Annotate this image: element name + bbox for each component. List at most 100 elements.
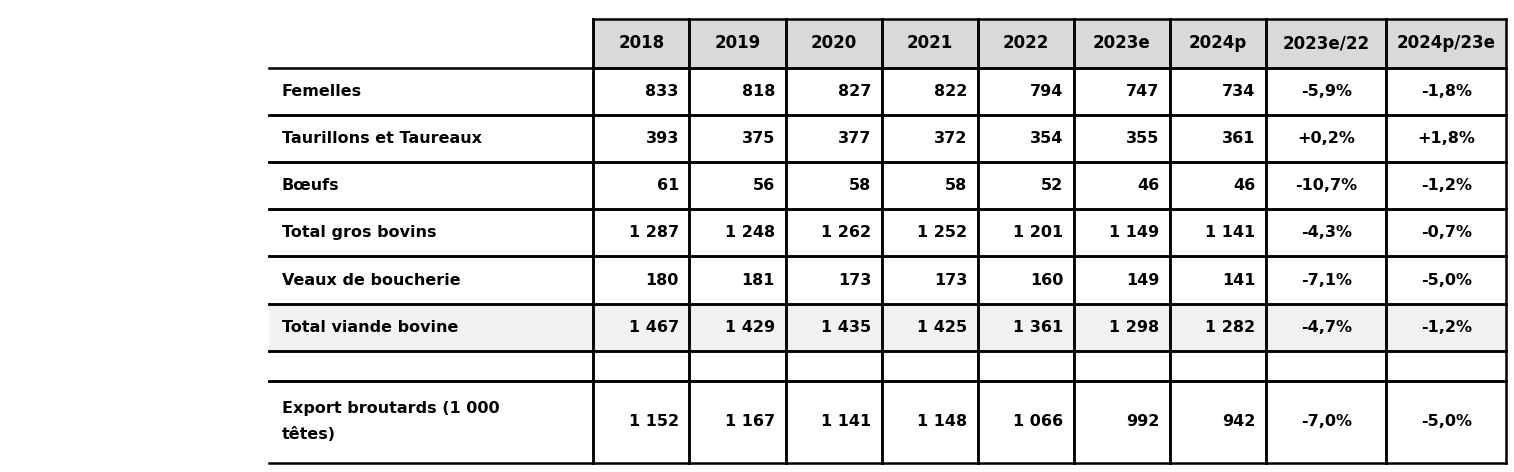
Text: 818: 818 xyxy=(742,84,775,99)
Text: 181: 181 xyxy=(742,272,775,287)
Bar xyxy=(593,351,689,380)
Bar xyxy=(1266,210,1387,256)
Text: 822: 822 xyxy=(934,84,967,99)
Bar xyxy=(1266,256,1387,303)
Bar xyxy=(269,210,593,256)
Bar xyxy=(978,351,1073,380)
Text: 1 429: 1 429 xyxy=(725,320,775,335)
Bar xyxy=(978,210,1073,256)
Text: -5,0%: -5,0% xyxy=(1420,414,1472,429)
Bar xyxy=(1266,303,1387,351)
Bar xyxy=(978,115,1073,162)
Bar xyxy=(1266,380,1387,463)
Bar xyxy=(1170,19,1266,68)
Bar xyxy=(1387,380,1506,463)
Bar xyxy=(689,19,786,68)
Text: 1 467: 1 467 xyxy=(628,320,678,335)
Text: -0,7%: -0,7% xyxy=(1420,226,1472,240)
Bar xyxy=(786,351,881,380)
Text: 1 435: 1 435 xyxy=(821,320,871,335)
Bar xyxy=(593,115,689,162)
Bar xyxy=(269,162,593,210)
Text: 1 287: 1 287 xyxy=(628,226,678,240)
Bar xyxy=(881,303,978,351)
Bar xyxy=(1073,162,1170,210)
Text: 1 248: 1 248 xyxy=(725,226,775,240)
Text: 141: 141 xyxy=(1222,272,1255,287)
Bar xyxy=(1170,210,1266,256)
Text: 372: 372 xyxy=(934,131,967,146)
Bar xyxy=(1170,351,1266,380)
Text: 377: 377 xyxy=(837,131,871,146)
Text: 1 152: 1 152 xyxy=(628,414,678,429)
Bar xyxy=(786,19,881,68)
Text: 173: 173 xyxy=(837,272,871,287)
Bar xyxy=(593,256,689,303)
Text: 58: 58 xyxy=(849,178,871,194)
Text: 1 141: 1 141 xyxy=(1205,226,1255,240)
Text: Export broutards (1 000: Export broutards (1 000 xyxy=(282,401,500,416)
Bar xyxy=(593,68,689,115)
Bar xyxy=(269,351,593,380)
Text: 833: 833 xyxy=(645,84,678,99)
Bar xyxy=(1387,115,1506,162)
Text: 1 141: 1 141 xyxy=(821,414,871,429)
Bar xyxy=(1073,115,1170,162)
Bar xyxy=(269,115,593,162)
Text: 52: 52 xyxy=(1042,178,1063,194)
Bar xyxy=(1170,162,1266,210)
Bar xyxy=(1170,68,1266,115)
Text: 992: 992 xyxy=(1126,414,1160,429)
Text: 354: 354 xyxy=(1030,131,1063,146)
Bar xyxy=(786,210,881,256)
Bar xyxy=(786,256,881,303)
Text: 1 282: 1 282 xyxy=(1205,320,1255,335)
Text: 1 262: 1 262 xyxy=(821,226,871,240)
Text: 393: 393 xyxy=(645,131,678,146)
Text: 46: 46 xyxy=(1137,178,1160,194)
Text: 1 201: 1 201 xyxy=(1013,226,1063,240)
Bar xyxy=(1073,210,1170,256)
Text: 1 425: 1 425 xyxy=(917,320,967,335)
Bar xyxy=(689,68,786,115)
Bar xyxy=(1266,68,1387,115)
Bar xyxy=(881,351,978,380)
Text: 2024p: 2024p xyxy=(1188,34,1248,52)
Bar xyxy=(689,303,786,351)
Bar xyxy=(1266,351,1387,380)
Text: -5,9%: -5,9% xyxy=(1301,84,1352,99)
Text: 56: 56 xyxy=(752,178,775,194)
Bar xyxy=(689,115,786,162)
Text: 2023e: 2023e xyxy=(1093,34,1151,52)
Bar xyxy=(1387,162,1506,210)
Text: -1,8%: -1,8% xyxy=(1420,84,1472,99)
Text: 1 066: 1 066 xyxy=(1013,414,1063,429)
Bar xyxy=(269,380,593,463)
Text: Femelles: Femelles xyxy=(282,84,362,99)
Bar xyxy=(689,351,786,380)
Bar xyxy=(786,115,881,162)
Text: 942: 942 xyxy=(1222,414,1255,429)
Text: Total gros bovins: Total gros bovins xyxy=(282,226,436,240)
Text: 1 361: 1 361 xyxy=(1013,320,1063,335)
Bar xyxy=(881,210,978,256)
Text: 734: 734 xyxy=(1222,84,1255,99)
Bar xyxy=(689,210,786,256)
Text: 160: 160 xyxy=(1030,272,1063,287)
Text: 2019: 2019 xyxy=(715,34,760,52)
Bar xyxy=(593,162,689,210)
Bar xyxy=(1170,303,1266,351)
Bar xyxy=(978,68,1073,115)
Text: 2018: 2018 xyxy=(618,34,665,52)
Bar xyxy=(689,162,786,210)
Bar xyxy=(1073,256,1170,303)
Text: 2024p/23e: 2024p/23e xyxy=(1397,34,1496,52)
Bar xyxy=(1387,210,1506,256)
Bar xyxy=(1073,303,1170,351)
Bar xyxy=(1073,380,1170,463)
Text: -7,1%: -7,1% xyxy=(1301,272,1352,287)
Text: 355: 355 xyxy=(1126,131,1160,146)
Text: -5,0%: -5,0% xyxy=(1420,272,1472,287)
Text: 1 252: 1 252 xyxy=(917,226,967,240)
Bar xyxy=(593,210,689,256)
